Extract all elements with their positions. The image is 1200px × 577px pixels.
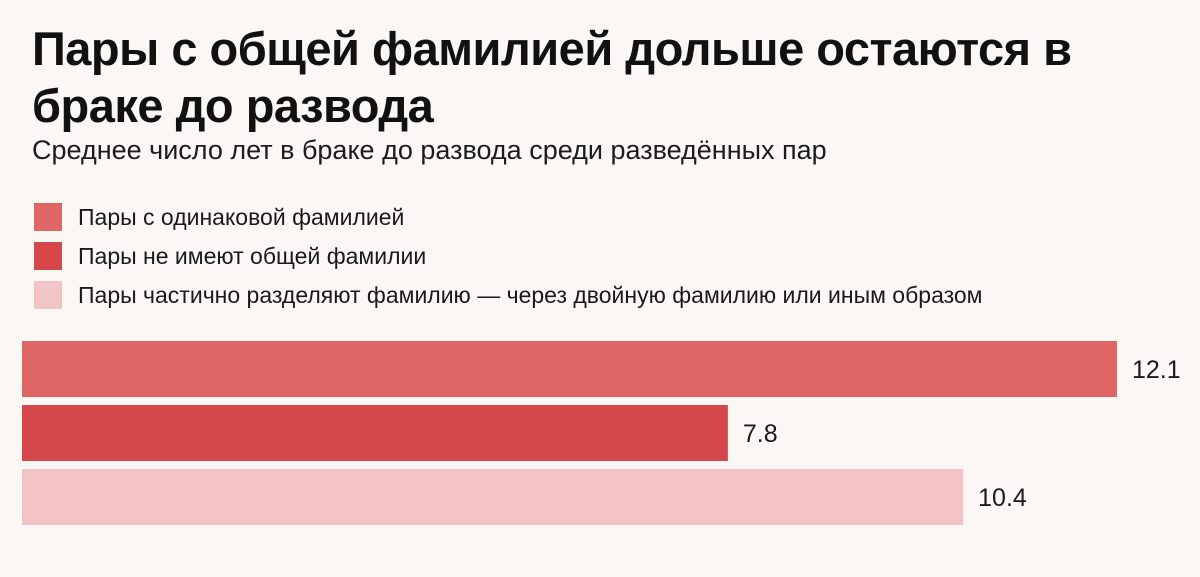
value-label-same-surname: 12.1 bbox=[1132, 356, 1181, 384]
legend-item-no-common-surname: Пары не имеют общей фамилии bbox=[34, 236, 983, 275]
value-label-no-common-surname: 7.8 bbox=[743, 420, 778, 448]
bar-chart: 12.1 7.8 10.4 bbox=[22, 341, 1181, 525]
chart-subtitle: Среднее число лет в браке до развода сре… bbox=[32, 135, 827, 165]
legend: Пары с одинаковой фамилией Пары не имеют… bbox=[34, 197, 983, 314]
legend-label-same-surname: Пары с одинаковой фамилией bbox=[78, 203, 405, 230]
bar-no-common-surname bbox=[22, 405, 728, 461]
legend-label-no-common-surname: Пары не имеют общей фамилии bbox=[78, 242, 427, 269]
legend-swatch-partial-surname bbox=[34, 280, 62, 309]
bar-partial-surname bbox=[22, 469, 964, 525]
legend-swatch-same-surname bbox=[34, 202, 62, 231]
value-label-partial-surname: 10.4 bbox=[978, 484, 1027, 512]
legend-swatch-no-common-surname bbox=[34, 241, 62, 270]
legend-item-partial-surname: Пары частично разделяют фамилию — через … bbox=[34, 275, 983, 314]
legend-label-partial-surname: Пары частично разделяют фамилию — через … bbox=[78, 281, 983, 308]
chart-title: Пары с общей фамилией дольше остаются в … bbox=[32, 22, 1072, 132]
legend-item-same-surname: Пары с одинаковой фамилией bbox=[34, 197, 983, 236]
bar-same-surname bbox=[22, 341, 1117, 397]
